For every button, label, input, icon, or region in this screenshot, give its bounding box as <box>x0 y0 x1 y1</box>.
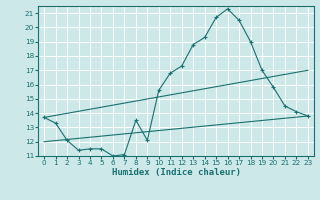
X-axis label: Humidex (Indice chaleur): Humidex (Indice chaleur) <box>111 168 241 177</box>
